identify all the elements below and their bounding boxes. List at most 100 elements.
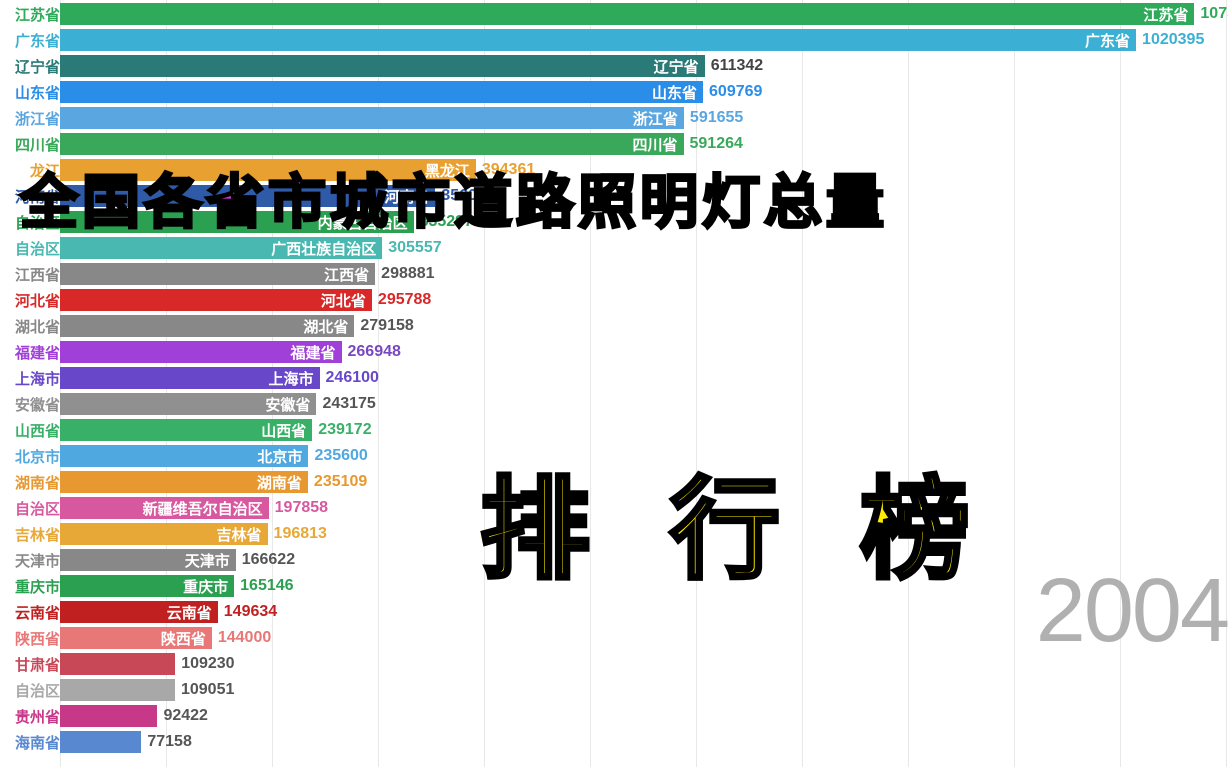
bar-left-label: 山西省	[0, 420, 60, 441]
bar-inner-label: 广西壮族自治区	[271, 238, 376, 259]
bar-inner-label: 河北省	[321, 290, 366, 311]
bar-value: 246100	[326, 369, 379, 387]
bar-row: 陕西省陕西省144000	[60, 626, 271, 650]
bar-left-label: 广东省	[0, 30, 60, 51]
bar-value: 109230	[181, 655, 234, 673]
bar-row: 云南省云南省149634	[60, 600, 277, 624]
bar-inner-label: 辽宁省	[654, 56, 699, 77]
year-label: 2004	[1036, 560, 1228, 663]
bar-value: 591655	[690, 109, 743, 127]
bar-value: 77158	[147, 733, 192, 751]
bar-row: 山西省山西省239172	[60, 418, 372, 442]
bar-value: 591264	[690, 135, 743, 153]
bar-inner-label: 北京市	[257, 446, 302, 467]
bar: 天津市	[60, 549, 236, 571]
bar-inner-label: 湖南省	[257, 472, 302, 493]
bar: 安徽省	[60, 393, 316, 415]
bar-inner-label: 四川省	[632, 134, 677, 155]
bar: 新疆维吾尔自治区	[60, 497, 269, 519]
bar-left-label: 云南省	[0, 602, 60, 623]
bar: 河北省	[60, 289, 372, 311]
bar-row: 自治区109051	[60, 678, 234, 702]
bar-value: 149634	[224, 603, 277, 621]
bar-row: 重庆市重庆市165146	[60, 574, 294, 598]
bar-row: 自治区广西壮族自治区305557	[60, 236, 442, 260]
bar-row: 湖南省湖南省235109	[60, 470, 367, 494]
bar-row: 吉林省吉林省196813	[60, 522, 327, 546]
bar-inner-label: 上海市	[269, 368, 314, 389]
bar	[60, 679, 175, 701]
bar-row: 广东省广东省1020395	[60, 28, 1204, 52]
bar: 广东省	[60, 29, 1136, 51]
gridline	[908, 0, 909, 767]
gridline	[802, 0, 803, 767]
bar-inner-label: 安徽省	[265, 394, 310, 415]
bar-row: 上海市上海市246100	[60, 366, 379, 390]
bar-inner-label: 浙江省	[633, 108, 678, 129]
bar: 上海市	[60, 367, 320, 389]
bar-left-label: 陕西省	[0, 628, 60, 649]
bar-left-label: 四川省	[0, 134, 60, 155]
bar: 江苏省	[60, 3, 1194, 25]
bar-inner-label: 广东省	[1085, 30, 1130, 51]
bar-value: 197858	[275, 499, 328, 517]
bar-left-label: 江苏省	[0, 4, 60, 25]
bar	[60, 705, 157, 727]
bar	[60, 731, 141, 753]
bar-value: 298881	[381, 265, 434, 283]
bar: 广西壮族自治区	[60, 237, 382, 259]
bar: 福建省	[60, 341, 342, 363]
bar: 辽宁省	[60, 55, 705, 77]
bar-left-label: 上海市	[0, 368, 60, 389]
bar-value: 611342	[711, 57, 764, 75]
bar-left-label: 浙江省	[0, 108, 60, 129]
bar-value: 279158	[360, 317, 413, 335]
bar-row: 湖北省湖北省279158	[60, 314, 414, 338]
bar-value: 295788	[378, 291, 431, 309]
bar-row: 安徽省安徽省243175	[60, 392, 376, 416]
bar-left-label: 贵州省	[0, 706, 60, 727]
bar-left-label: 福建省	[0, 342, 60, 363]
bar: 山东省	[60, 81, 703, 103]
bar-row: 四川省四川省591264	[60, 132, 743, 156]
bar-value: 305557	[388, 239, 441, 257]
bar-left-label: 湖北省	[0, 316, 60, 337]
bar-inner-label: 重庆市	[183, 576, 228, 597]
bar-left-label: 自治区	[0, 238, 60, 259]
bar: 陕西省	[60, 627, 212, 649]
bar-left-label: 北京市	[0, 446, 60, 467]
bar-row: 山东省山东省609769	[60, 80, 762, 104]
bar-row: 贵州省92422	[60, 704, 208, 728]
bar-inner-label: 江苏省	[1143, 4, 1188, 25]
bar-left-label: 重庆市	[0, 576, 60, 597]
bar: 江西省	[60, 263, 375, 285]
chart-subtitle: 排行榜	[480, 440, 1050, 600]
bar-value: 235109	[314, 473, 367, 491]
bar-value: 109051	[181, 681, 234, 699]
bar: 湖南省	[60, 471, 308, 493]
bar-left-label: 自治区	[0, 498, 60, 519]
bar: 重庆市	[60, 575, 234, 597]
bar: 山西省	[60, 419, 312, 441]
bar-value: 239172	[318, 421, 371, 439]
bar-row: 浙江省浙江省591655	[60, 106, 743, 130]
chart-title: 全国各省市城市道路照明灯总量	[20, 155, 888, 239]
bar-left-label: 安徽省	[0, 394, 60, 415]
bar-inner-label: 陕西省	[161, 628, 206, 649]
bar-value: 144000	[218, 629, 271, 647]
bar-left-label: 辽宁省	[0, 56, 60, 77]
bar-inner-label: 云南省	[167, 602, 212, 623]
bar-row: 天津市天津市166622	[60, 548, 295, 572]
bar-inner-label: 江西省	[324, 264, 369, 285]
bar: 浙江省	[60, 107, 684, 129]
bar: 吉林省	[60, 523, 268, 545]
bar-left-label: 江西省	[0, 264, 60, 285]
bar-value: 166622	[242, 551, 295, 569]
bar: 四川省	[60, 133, 684, 155]
bar-value: 196813	[274, 525, 327, 543]
bar-left-label: 山东省	[0, 82, 60, 103]
bar-row: 甘肃省109230	[60, 652, 235, 676]
bar-left-label: 甘肃省	[0, 654, 60, 675]
bar-inner-label: 湖北省	[303, 316, 348, 337]
bar-row: 海南省77158	[60, 730, 192, 754]
